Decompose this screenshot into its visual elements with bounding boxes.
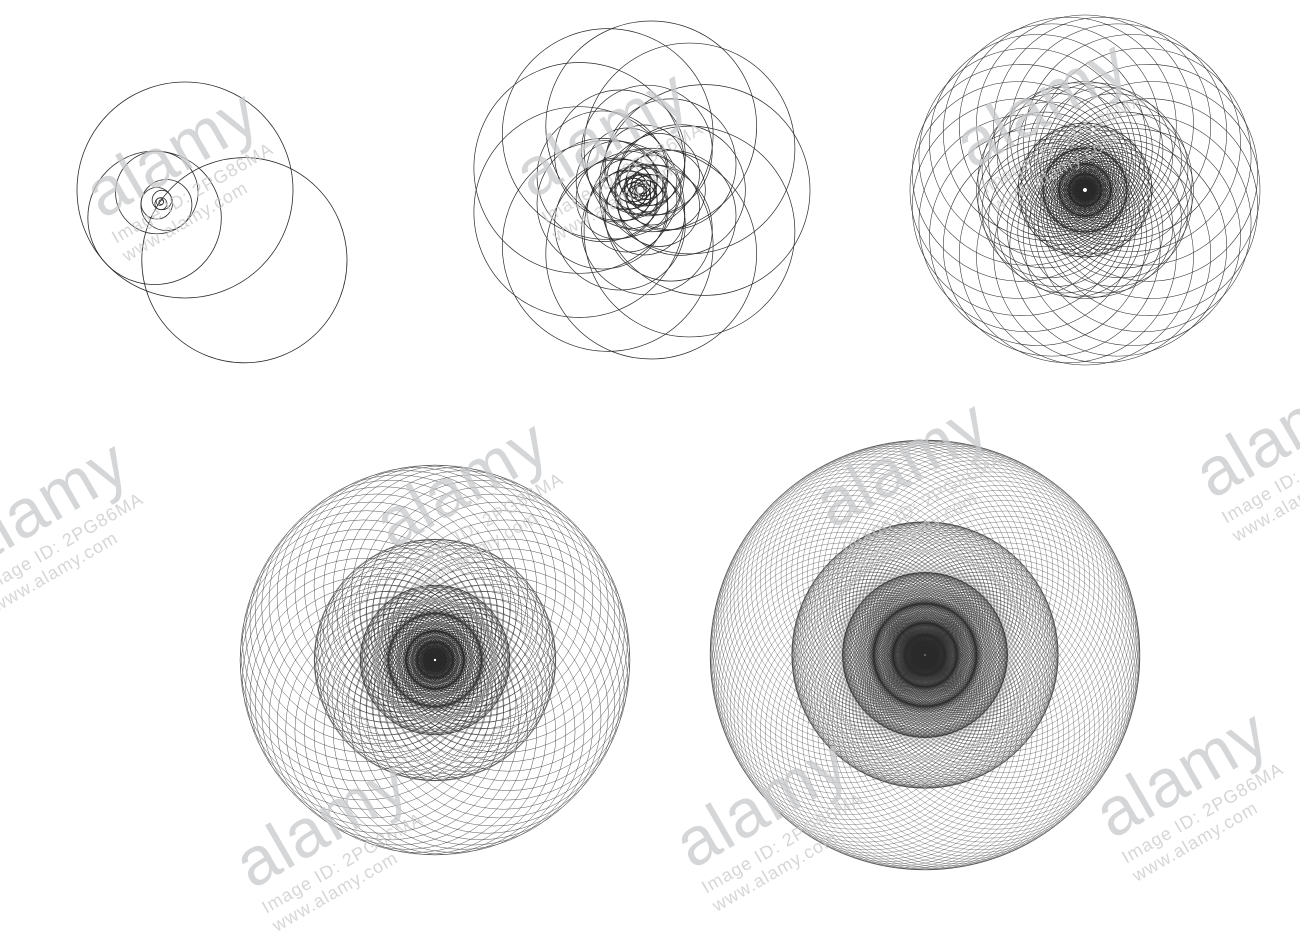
spirograph-canvas [0, 0, 1300, 902]
spiral-2 [474, 21, 810, 359]
spiral-5 [710, 440, 1140, 870]
spiral-1 [77, 82, 347, 363]
spiral-3 [910, 15, 1260, 365]
spiral-4 [240, 465, 630, 855]
